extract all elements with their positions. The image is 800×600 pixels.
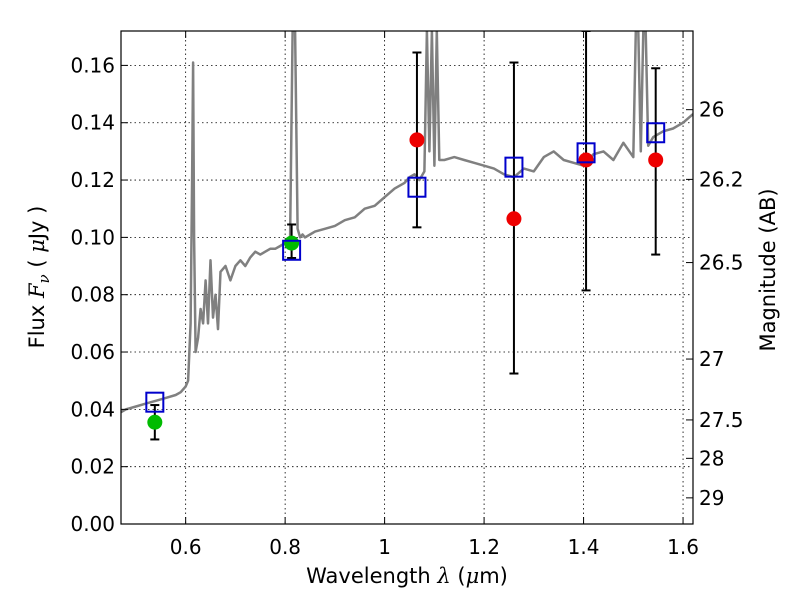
y2-tick-label: 26.5 xyxy=(699,251,744,275)
y2-tick-label: 27.5 xyxy=(699,408,744,432)
red-data-point xyxy=(648,152,664,168)
y-tick-label: 0.12 xyxy=(70,168,115,192)
model-box xyxy=(282,239,302,261)
x-tick-label: 0.8 xyxy=(269,535,301,559)
model-box xyxy=(407,176,427,198)
y2-axis-label: Magnitude (AB) xyxy=(756,188,780,351)
x-tick-label: 1.6 xyxy=(667,535,699,559)
y-axis-label-open: ( xyxy=(25,253,49,275)
model-box xyxy=(576,142,596,164)
x-tick-label: 1.4 xyxy=(568,535,600,559)
y2-tick-label: 26 xyxy=(699,98,724,122)
y-axis-label: Flux Fν ( μJy ) xyxy=(25,206,53,349)
model-box xyxy=(145,391,165,413)
x-axis-label: Wavelength λ (μm) xyxy=(306,564,508,588)
y-axis-label-unit: Jy ) xyxy=(25,206,49,242)
x-axis-label-text: Wavelength xyxy=(306,564,437,588)
x-axis-label-unit: m) xyxy=(479,564,508,588)
model-boxes xyxy=(145,122,666,413)
green-data-point xyxy=(284,235,300,251)
red-points xyxy=(409,132,664,227)
model-box xyxy=(646,122,666,144)
y-tick-label: 0.14 xyxy=(70,111,115,135)
y-axis-label-nu: ν xyxy=(35,274,53,283)
x-axis-label-lambda: λ xyxy=(436,564,450,588)
y-axis-label-f: F xyxy=(25,282,49,299)
green-data-point xyxy=(147,414,163,430)
x-axis-label-open: ( xyxy=(451,564,466,588)
red-data-point xyxy=(409,132,425,148)
y2-tick-label: 26.2 xyxy=(699,167,744,191)
red-data-point xyxy=(578,152,594,168)
y-axis-label-text: Flux xyxy=(25,298,49,348)
x-tick-label: 1 xyxy=(378,535,391,559)
plot-background xyxy=(121,31,693,524)
x-axis-ticks: 0.6 0.8 1 1.2 1.4 1.6 xyxy=(170,31,699,559)
model-box xyxy=(504,156,524,178)
y2-tick-label: 28 xyxy=(699,446,724,470)
y-axis-label-mu: μ xyxy=(25,239,49,253)
plot-frame xyxy=(120,30,694,525)
x-tick-label: 1.2 xyxy=(468,535,500,559)
y-tick-label: 0.06 xyxy=(70,340,115,364)
y-tick-label: 0.08 xyxy=(70,283,115,307)
y2-tick-label: 27 xyxy=(699,347,724,371)
plot-area xyxy=(121,31,693,441)
y-tick-label: 0.04 xyxy=(70,397,115,421)
y-axis-ticks: 0.00 0.02 0.04 0.06 0.08 0.10 0.12 0.14 0.16 xyxy=(70,53,128,536)
green-points xyxy=(147,235,300,430)
y-tick-label: 0.16 xyxy=(70,53,115,77)
y-tick-label: 0.00 xyxy=(70,512,115,536)
y2-tick-label: 29 xyxy=(699,486,724,510)
x-tick-label: 0.6 xyxy=(170,535,202,559)
y2-axis-ticks: 26 26.2 26.5 27 27.5 28 29 xyxy=(686,98,744,510)
y-tick-label: 0.02 xyxy=(70,455,115,479)
y-tick-label: 0.10 xyxy=(70,225,115,249)
x-axis-label-mu: μ xyxy=(466,564,480,588)
red-data-point xyxy=(506,211,522,227)
